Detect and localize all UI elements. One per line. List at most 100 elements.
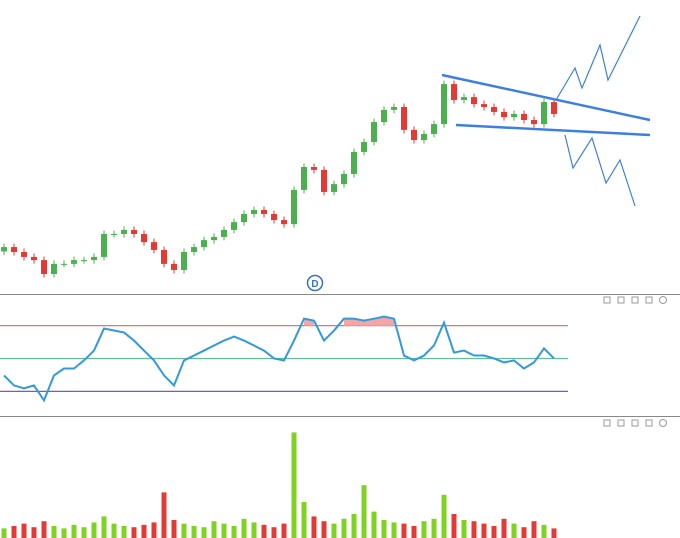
candle-body	[401, 106, 407, 130]
volume-bar	[191, 526, 197, 538]
candle-body	[231, 222, 237, 230]
candle-body	[171, 263, 177, 270]
volume-bar	[421, 521, 427, 538]
candle-body	[311, 167, 317, 170]
control-icon[interactable]	[645, 419, 653, 427]
marker-circle[interactable]	[306, 274, 324, 292]
volume-bar	[431, 518, 437, 538]
volume-bar	[21, 523, 27, 538]
candle-body	[451, 84, 457, 101]
control-icon[interactable]	[659, 296, 667, 304]
volume-bar	[451, 514, 457, 538]
volume-bar	[481, 523, 487, 538]
volume-bar	[401, 523, 407, 538]
volume-bar	[121, 526, 127, 538]
candle-body	[181, 251, 187, 270]
projection-up	[555, 15, 641, 101]
candle-body	[471, 97, 477, 105]
volume-bar	[41, 521, 47, 538]
volume-bar	[541, 524, 547, 538]
candle-body	[411, 129, 417, 141]
candle-body	[161, 249, 167, 264]
candle-body	[441, 84, 447, 125]
volume-bar	[521, 527, 527, 538]
candle-body	[501, 111, 507, 118]
control-icon[interactable]	[603, 419, 611, 427]
candle-body	[301, 167, 307, 190]
projection-down	[564, 134, 636, 207]
volume-bar	[491, 526, 497, 538]
candle-body	[551, 102, 557, 114]
candle-body	[321, 169, 327, 192]
volume-bar	[31, 527, 37, 538]
candle-body	[201, 240, 207, 248]
volume-bar	[471, 521, 477, 538]
control-icon[interactable]	[631, 419, 639, 427]
volume-bar	[1, 528, 7, 538]
volume-bar	[261, 524, 267, 538]
volume-bar	[341, 518, 347, 538]
volume-bar	[441, 494, 447, 538]
candle-body	[371, 122, 377, 143]
candle-body	[241, 213, 247, 223]
candle-body	[391, 106, 397, 110]
control-icon[interactable]	[645, 296, 653, 304]
candle-body	[141, 234, 147, 243]
volume-bar	[141, 524, 147, 538]
candle-body	[381, 109, 387, 123]
volume-bar	[211, 521, 217, 538]
trend-line	[455, 123, 651, 137]
candle-body	[1, 247, 7, 252]
volume-bar	[351, 514, 357, 538]
candle-body	[211, 236, 217, 241]
candle-body	[131, 229, 137, 234]
candle-body	[41, 260, 47, 275]
volume-bar	[291, 432, 297, 538]
control-icon[interactable]	[603, 296, 611, 304]
volume-bar	[461, 520, 467, 538]
volume-bar	[501, 518, 507, 538]
volume-bar	[71, 524, 77, 538]
candle-body	[221, 229, 227, 237]
volume-bar	[61, 528, 67, 538]
candle-body	[61, 263, 67, 265]
candle-body	[101, 234, 107, 257]
control-icon[interactable]	[617, 419, 625, 427]
volume-bar	[381, 520, 387, 538]
candle-body	[261, 209, 267, 214]
volume-bar	[551, 528, 557, 538]
candle-body	[31, 256, 37, 261]
volume-bar	[531, 521, 537, 538]
candle-body	[521, 113, 527, 121]
candle-body	[351, 151, 357, 174]
control-icon[interactable]	[659, 419, 667, 427]
candle-body	[331, 184, 337, 192]
volume-bar	[361, 485, 367, 538]
volume-bar	[271, 527, 277, 538]
control-icon[interactable]	[617, 296, 625, 304]
candle-body	[151, 242, 157, 250]
volume-bar	[111, 523, 117, 538]
candle-body	[21, 251, 27, 257]
volume-bar	[151, 522, 157, 538]
control-icon[interactable]	[631, 296, 639, 304]
volume-bar	[181, 523, 187, 538]
candle-body	[491, 106, 497, 112]
volume-bar	[411, 526, 417, 538]
volume-bar	[321, 521, 327, 538]
pane-controls[interactable]	[603, 296, 667, 427]
candle-body	[341, 173, 347, 185]
candle-body	[11, 247, 17, 252]
candle-body	[281, 220, 287, 225]
volume-bar	[201, 527, 207, 538]
marker-label[interactable]: D	[311, 279, 318, 290]
volume-bar	[101, 516, 107, 538]
candle-body	[531, 120, 537, 125]
volume-bar	[81, 527, 87, 538]
candle-body	[71, 260, 77, 264]
candle-body	[111, 234, 117, 235]
candle-body	[421, 133, 427, 141]
candle-body	[461, 97, 467, 101]
volume-bar	[301, 502, 307, 538]
